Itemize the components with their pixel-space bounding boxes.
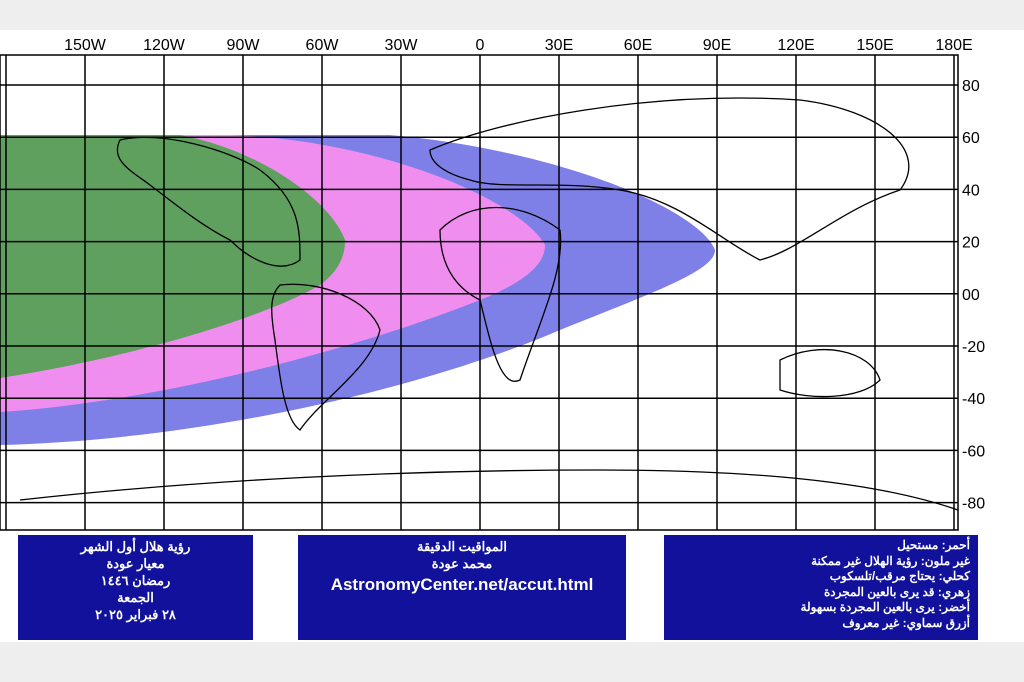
longitude-label: 120E [777, 37, 814, 54]
latitude-label: 00 [962, 287, 980, 304]
latitude-label: -40 [962, 391, 985, 408]
latitude-label: 60 [962, 130, 980, 147]
info-line: ٢٨ فبراير ٢٠٢٥ [95, 607, 176, 622]
map-frame [0, 54, 959, 531]
info-box-legend: أحمر: مستحيل غير ملون: رؤية الهلال غير مم… [664, 535, 978, 640]
latitude-label: 80 [962, 78, 980, 95]
info-line: AstronomyCenter.net/accut.html [330, 575, 594, 594]
longitude-label: 30E [545, 37, 573, 54]
longitude-label: 60W [306, 37, 340, 54]
longitude-label: 0 [476, 37, 485, 54]
info-line: معيار عودة [106, 556, 165, 571]
info-line: المواقيت الدقيقة [416, 539, 507, 554]
latitude-label: -60 [962, 443, 985, 460]
info-line: أحمر: مستحيل [897, 538, 970, 552]
longitude-label: 180E [935, 37, 972, 54]
info-line: الجمعة [117, 590, 154, 605]
longitude-label: 90W [227, 37, 261, 54]
latitude-label: 20 [962, 235, 980, 252]
longitude-label: 150E [856, 37, 893, 54]
latitude-label: -80 [962, 496, 985, 513]
info-line: رؤية هلال أول الشهر [80, 539, 191, 554]
info-line: أزرق سماوي: غير معروف [842, 615, 970, 630]
longitude-label: 90E [703, 37, 731, 54]
latitude-label: 40 [962, 182, 980, 199]
longitude-label: 60E [624, 37, 652, 54]
longitude-label: 30W [385, 37, 419, 54]
info-line: رمضان ١٤٤٦ [100, 573, 171, 588]
zone-easy [0, 135, 345, 378]
info-box-title: رؤية هلال أول الشهر معيار عودة رمضان ١٤٤٦ ا… [18, 535, 253, 640]
longitude-label: 150W [64, 37, 107, 54]
info-box-credits: المواقيت الدقيقة محمد عودة AstronomyCenter… [298, 535, 626, 640]
latitude-label: -20 [962, 339, 985, 356]
info-line: غير ملون: رؤية الهلال غير ممكنة [811, 553, 970, 568]
info-line: زهري: قد يرى بالعين المجردة [824, 584, 970, 599]
info-line: أخضر: يرى بالعين المجردة بسهولة [800, 600, 970, 614]
longitude-label: 120W [143, 37, 186, 54]
info-line: كحلي: يحتاج مرقب/تلسكوب [829, 569, 970, 583]
info-line: محمد عودة [431, 556, 493, 571]
coastlines [19, 97, 959, 511]
